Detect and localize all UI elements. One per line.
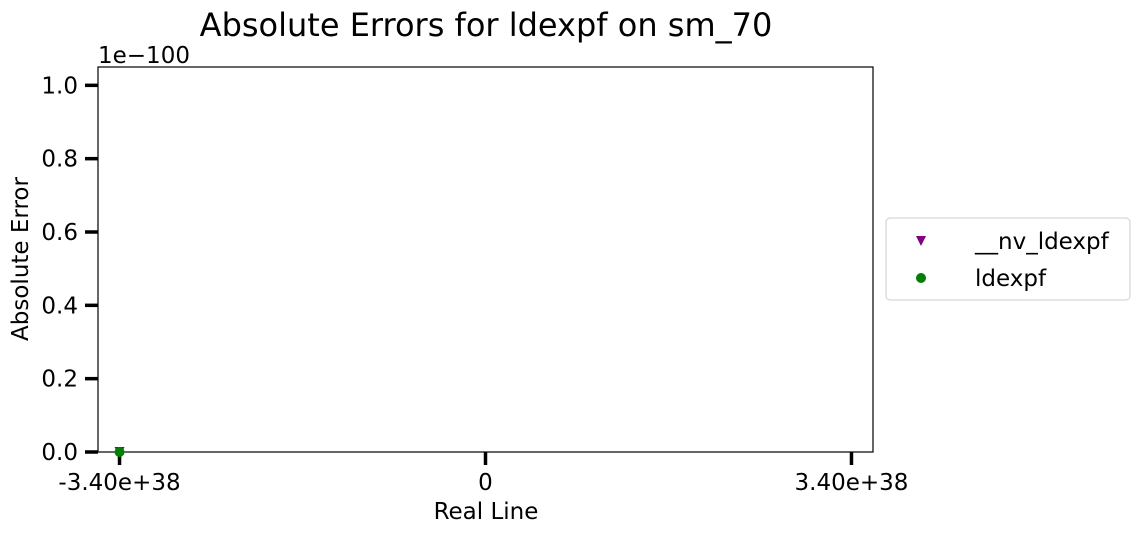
legend-marker — [916, 273, 926, 283]
y-offset-label: 1e−100 — [98, 43, 190, 69]
y-axis-label: Absolute Error — [8, 177, 34, 341]
y-tick-label: 0.2 — [41, 367, 78, 393]
legend-frame — [885, 217, 1131, 301]
y-tick-label: 0.8 — [41, 147, 78, 173]
legend-marker — [916, 236, 926, 246]
chart-title: Absolute Errors for ldexpf on sm_70 — [200, 6, 773, 44]
x-axis-label: Real Line — [434, 499, 539, 525]
legend-label: ldexpf — [975, 266, 1047, 292]
x-tick-label: 3.40e+38 — [795, 470, 909, 496]
legend-label: __nv_ldexpf — [974, 229, 1110, 255]
data-points — [114, 447, 125, 457]
y-tick-label: 0.6 — [41, 220, 78, 246]
y-axis: 0.0 0.2 0.4 0.6 0.8 1.0 — [41, 73, 98, 466]
plot-area — [97, 66, 874, 453]
y-tick-label: 0.0 — [41, 440, 78, 466]
data-point — [114, 447, 125, 457]
x-axis: -3.40e+38 0 3.40e+38 — [58, 452, 908, 496]
y-tick-label: 0.4 — [41, 293, 78, 319]
x-tick-label: 0 — [478, 470, 493, 496]
y-tick-label: 1.0 — [41, 73, 78, 99]
x-tick-label: -3.40e+38 — [58, 470, 180, 496]
